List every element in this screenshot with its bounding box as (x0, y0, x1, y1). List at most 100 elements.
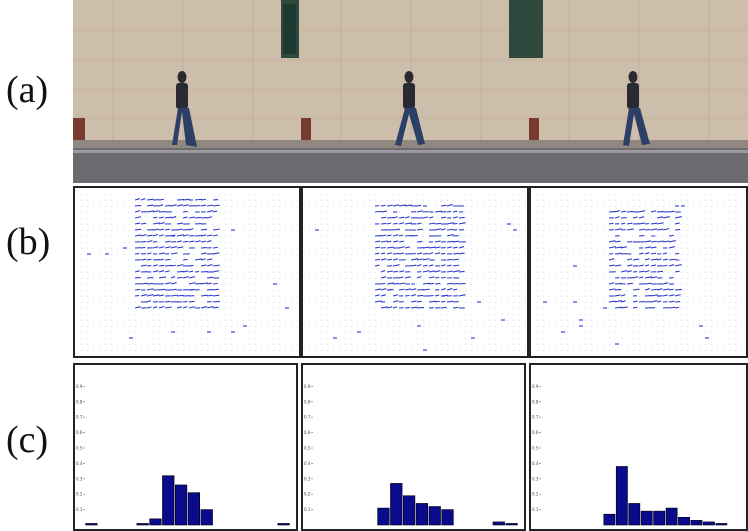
flow-grid-dot (297, 236, 298, 237)
flow-grid-dot (333, 320, 334, 321)
flow-grid-dot (129, 272, 130, 273)
flow-grid-dot (123, 344, 124, 345)
flow-grid-dot (411, 278, 412, 279)
flow-grid-dot (591, 212, 592, 213)
flow-grid-dot (225, 332, 226, 333)
flow-grid-dot (369, 350, 370, 351)
flow-vector (170, 282, 177, 285)
flow-grid-dot (513, 242, 514, 243)
flow-grid-dot (555, 326, 556, 327)
flow-vector (374, 246, 381, 249)
flow-grid-dot (105, 218, 106, 219)
flow-grid-dot (489, 218, 490, 219)
flow-grid-dot (243, 260, 244, 261)
flow-grid-dot (711, 272, 712, 273)
flow-grid-dot (591, 296, 592, 297)
flow-grid-dot (123, 320, 124, 321)
flow-vector (428, 246, 436, 249)
flow-grid-dot (255, 236, 256, 237)
flow-grid-dot (633, 338, 634, 339)
flow-grid-dot (237, 278, 238, 279)
flow-grid-dot (705, 302, 706, 303)
flow-vector (674, 270, 680, 273)
flow-vector (398, 204, 407, 207)
flow-grid-dot (333, 230, 334, 231)
flow-grid-dot (513, 212, 514, 213)
flow-grid-dot (99, 272, 100, 273)
flow-vector (416, 294, 424, 297)
flow-grid-dot (495, 200, 496, 201)
flow-vector (134, 216, 142, 219)
y-tick-label: 0.4 (532, 461, 539, 466)
flow-grid-dot (111, 242, 112, 243)
flow-grid-dot (471, 260, 472, 261)
flow-grid-dot (279, 242, 280, 243)
flow-grid-dot (543, 206, 544, 207)
flow-grid-dot (729, 302, 730, 303)
flow-vector (194, 258, 203, 261)
flow-grid-dot (633, 332, 634, 333)
flow-grid-dot (597, 212, 598, 213)
flow-grid-dot (81, 344, 82, 345)
flow-grid-dot (309, 320, 310, 321)
flow-grid-dot (639, 206, 640, 207)
flow-grid-dot (291, 314, 292, 315)
flow-grid-dot (675, 278, 676, 279)
flow-grid-dot (735, 326, 736, 327)
flow-vector (374, 288, 382, 291)
flow-grid-dot (153, 314, 154, 315)
flow-grid-dot (687, 212, 688, 213)
flow-grid-dot (261, 194, 262, 195)
y-tick-label: 0.2 (76, 492, 83, 497)
flow-grid-dot (81, 302, 82, 303)
flow-grid-dot (465, 212, 466, 213)
flow-grid-dot (291, 284, 292, 285)
flow-grid-dot (579, 260, 580, 261)
flow-grid-dot (183, 248, 184, 249)
flow-grid-dot (87, 290, 88, 291)
flow-grid-dot (291, 266, 292, 267)
flow-grid-dot (111, 248, 112, 249)
flow-grid-dot (327, 308, 328, 309)
flow-grid-dot (171, 320, 172, 321)
flow-vector (644, 258, 650, 261)
flow-grid-dot (237, 230, 238, 231)
flow-grid-dot (471, 296, 472, 297)
flow-grid-dot (399, 230, 400, 231)
flow-grid-dot (195, 338, 196, 339)
flow-grid-dot (255, 248, 256, 249)
flow-grid-dot (297, 230, 298, 231)
flow-vector (398, 288, 405, 291)
flow-grid-dot (171, 326, 172, 327)
flow-grid-dot (225, 284, 226, 285)
flow-grid-dot (483, 194, 484, 195)
flow-vector (398, 270, 405, 273)
flow-grid-dot (735, 206, 736, 207)
flow-grid-dot (483, 320, 484, 321)
flow-grid-dot (249, 338, 250, 339)
flow-grid-dot (447, 350, 448, 351)
y-tick-label: 0.3 (532, 476, 539, 481)
flow-grid-dot (237, 266, 238, 267)
flow-grid-dot (279, 272, 280, 273)
flow-grid-dot (375, 200, 376, 201)
flow-grid-dot (669, 272, 670, 273)
flow-grid-dot (495, 254, 496, 255)
flow-grid-dot (195, 314, 196, 315)
flow-grid-dot (465, 278, 466, 279)
flow-grid-dot (729, 230, 730, 231)
flow-grid-dot (207, 224, 208, 225)
flow-grid-dot (657, 326, 658, 327)
flow-grid-dot (315, 242, 316, 243)
flow-grid-dot (309, 332, 310, 333)
flow-vector (398, 216, 405, 219)
flow-grid-dot (423, 278, 424, 279)
flow-grid-dot (279, 326, 280, 327)
flow-vector (608, 258, 615, 261)
video-frame-2-image (301, 0, 529, 183)
flow-vector (188, 270, 194, 273)
flow-grid-dot (651, 218, 652, 219)
flow-grid-dot (549, 260, 550, 261)
flow-grid-dot (171, 212, 172, 213)
flow-grid-dot (597, 272, 598, 273)
